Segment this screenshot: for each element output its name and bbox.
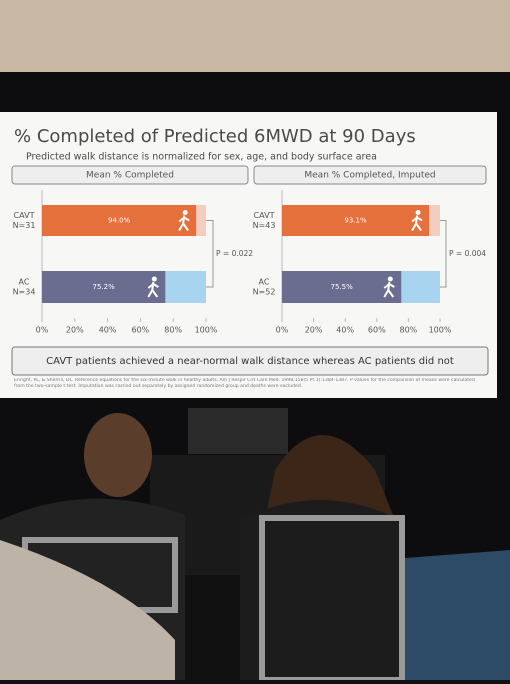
n-label: N=43 xyxy=(253,221,276,230)
walker-icon xyxy=(182,210,188,215)
x-tick-label: 80% xyxy=(400,326,418,335)
x-tick-label: 40% xyxy=(99,326,117,335)
value-label: 93.1% xyxy=(344,217,367,225)
category-label: CAVT xyxy=(14,211,35,220)
p-bracket xyxy=(206,220,214,288)
person xyxy=(240,500,400,680)
walker-icon xyxy=(387,276,393,282)
x-tick-label: 20% xyxy=(305,326,323,335)
panel-header xyxy=(253,165,487,185)
x-tick-label: 80% xyxy=(164,326,182,335)
category-label: AC xyxy=(259,278,270,287)
x-tick-label: 20% xyxy=(66,326,84,335)
slide-title: % Completed of Predicted 6MWD at 90 Days xyxy=(14,126,416,147)
panel-title: Mean % Completed xyxy=(86,171,174,181)
head xyxy=(84,413,152,497)
x-tick-label: 0% xyxy=(36,326,49,335)
bar xyxy=(282,205,430,236)
bar xyxy=(42,205,197,236)
slide-subtitle: Predicted walk distance is normalized fo… xyxy=(26,152,377,163)
hair xyxy=(265,435,395,520)
walker-icon xyxy=(411,215,423,232)
x-tick-label: 0% xyxy=(276,326,289,335)
value-label: 75.2% xyxy=(93,283,116,291)
panel-header xyxy=(11,165,249,185)
category-label: CAVT xyxy=(254,211,275,220)
p-bracket xyxy=(440,220,447,288)
x-tick-label: 100% xyxy=(429,326,452,335)
walker-icon xyxy=(383,281,395,298)
walker-icon xyxy=(178,215,190,232)
conclusion: CAVT patients achieved a near-normal wal… xyxy=(46,356,454,367)
walker-icon xyxy=(151,276,157,282)
n-label: N=31 xyxy=(13,221,36,230)
equipment xyxy=(188,408,288,454)
x-tick-label: 60% xyxy=(132,326,150,335)
category-label: AC xyxy=(19,278,30,287)
x-tick-label: 60% xyxy=(368,326,386,335)
bar xyxy=(42,271,166,303)
person xyxy=(0,540,175,680)
wall xyxy=(0,0,510,72)
footnote-box: Enright, PL, & Sherrill, DL. Reference e… xyxy=(14,378,475,389)
p-value: P = 0.004 xyxy=(449,249,486,258)
n-label: N=34 xyxy=(13,288,36,297)
bar xyxy=(282,271,402,303)
x-tick-label: 100% xyxy=(195,326,218,335)
walker-icon xyxy=(147,281,159,298)
conclusion-box xyxy=(11,346,489,376)
value-label: 75.5% xyxy=(331,283,354,291)
walker-icon xyxy=(415,210,421,215)
x-tick-label: 40% xyxy=(336,326,354,335)
n-label: N=52 xyxy=(253,288,276,297)
panel-title: Mean % Completed, Imputed xyxy=(304,171,435,181)
footnote: Enright, PL, & Sherrill, DL. Reference e… xyxy=(14,378,475,389)
p-value: P = 0.022 xyxy=(216,249,253,258)
value-label: 94.0% xyxy=(108,217,131,225)
